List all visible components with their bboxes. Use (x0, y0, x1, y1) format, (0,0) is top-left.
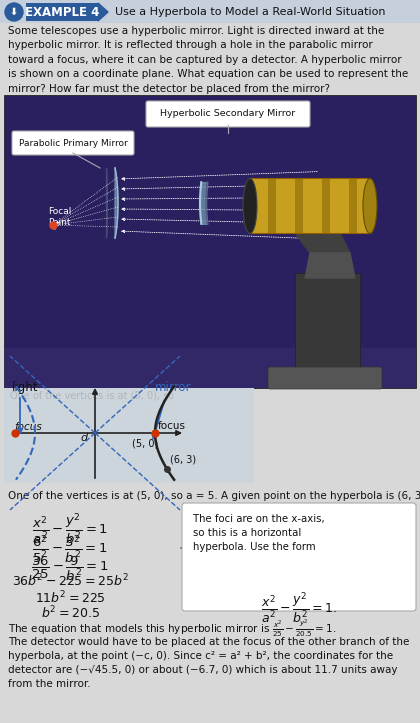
FancyBboxPatch shape (322, 178, 330, 233)
Ellipse shape (243, 179, 257, 234)
FancyBboxPatch shape (26, 3, 98, 21)
Ellipse shape (363, 179, 377, 234)
Polygon shape (107, 168, 108, 239)
FancyBboxPatch shape (268, 367, 382, 389)
Text: F: F (54, 222, 60, 232)
FancyBboxPatch shape (4, 348, 416, 388)
Text: The equation that models this hyperbolic mirror is $\frac{x^2}{25} - \frac{y^2}{: The equation that models this hyperbolic… (8, 618, 336, 639)
FancyBboxPatch shape (12, 131, 134, 155)
Text: mirror: mirror (155, 381, 192, 394)
Text: (6, 3): (6, 3) (170, 455, 196, 465)
Text: $36b^2 - 225 = 25b^2$: $36b^2 - 225 = 25b^2$ (12, 573, 129, 589)
Polygon shape (98, 3, 108, 21)
FancyBboxPatch shape (4, 95, 416, 388)
Polygon shape (305, 253, 355, 278)
Text: Use a Hyperbola to Model a Real-World Situation: Use a Hyperbola to Model a Real-World Si… (115, 7, 386, 17)
Text: ⬇: ⬇ (10, 7, 18, 17)
Text: light: light (12, 381, 39, 394)
FancyBboxPatch shape (4, 388, 254, 483)
Text: Focal
Point: Focal Point (48, 207, 71, 227)
FancyBboxPatch shape (349, 178, 357, 233)
FancyBboxPatch shape (146, 101, 310, 127)
Text: focus: focus (14, 422, 42, 432)
FancyBboxPatch shape (182, 503, 416, 611)
Polygon shape (115, 168, 118, 239)
Text: One of the vertices is at (5, 0), so: One of the vertices is at (5, 0), so (10, 391, 174, 401)
Text: The foci are on the x-axis,
so this is a horizontal
hyperbola. Use the form: The foci are on the x-axis, so this is a… (193, 514, 325, 552)
FancyBboxPatch shape (0, 0, 420, 23)
Text: $\dfrac{x^2}{a^2} - \dfrac{y^2}{b^2} = 1$: $\dfrac{x^2}{a^2} - \dfrac{y^2}{b^2} = 1… (32, 511, 108, 546)
Text: (5, 0): (5, 0) (132, 438, 158, 448)
Text: focus: focus (158, 421, 186, 431)
Polygon shape (295, 233, 350, 253)
FancyBboxPatch shape (250, 178, 370, 233)
Text: Hyperbolic Secondary Mirror: Hyperbolic Secondary Mirror (160, 109, 296, 119)
FancyBboxPatch shape (295, 178, 303, 233)
Text: The detector would have to be placed at the focus of the other branch of the
hyp: The detector would have to be placed at … (8, 637, 410, 689)
Text: $\dfrac{x^2}{a^2} - \dfrac{y^2}{b^2} = 1$.: $\dfrac{x^2}{a^2} - \dfrac{y^2}{b^2} = 1… (261, 590, 337, 625)
Text: $\dfrac{6^2}{5^2} - \dfrac{3^2}{b^2} = 1$: $\dfrac{6^2}{5^2} - \dfrac{3^2}{b^2} = 1… (32, 533, 108, 565)
Text: One of the vertices is at (5, 0), so a = 5. A given point on the hyperbola is (6: One of the vertices is at (5, 0), so a =… (8, 491, 420, 501)
Text: $b^2 = 20.5$: $b^2 = 20.5$ (40, 605, 100, 622)
FancyBboxPatch shape (268, 178, 276, 233)
Text: Parabolic Primary Mirror: Parabolic Primary Mirror (18, 139, 127, 147)
Text: d: d (80, 433, 87, 443)
FancyBboxPatch shape (295, 273, 360, 383)
Text: $\dfrac{36}{25} - \dfrac{9}{b^2} = 1$: $\dfrac{36}{25} - \dfrac{9}{b^2} = 1$ (31, 555, 109, 583)
Text: EXAMPLE 4: EXAMPLE 4 (25, 6, 99, 19)
Text: Some telescopes use a hyperbolic mirror. Light is directed inward at the
hyperbo: Some telescopes use a hyperbolic mirror.… (8, 26, 408, 93)
Text: $11b^2 = 225$: $11b^2 = 225$ (34, 590, 105, 607)
Circle shape (5, 3, 23, 21)
